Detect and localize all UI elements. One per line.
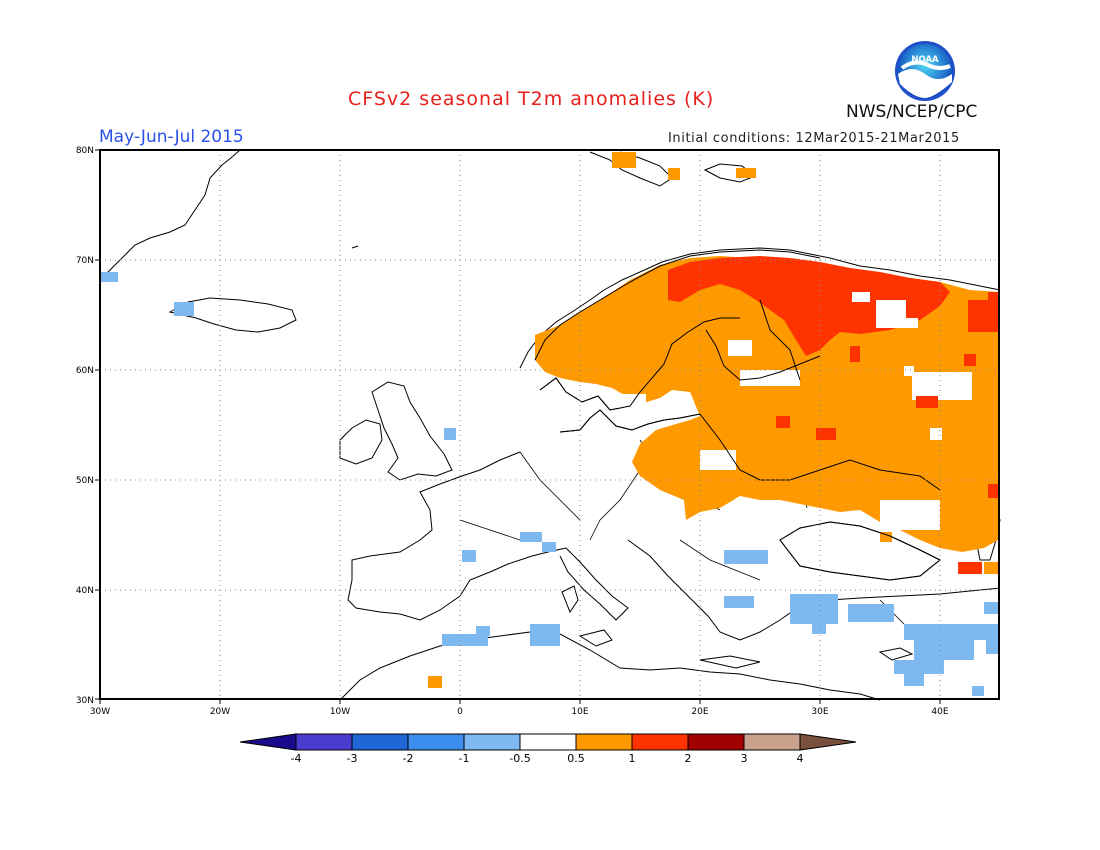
colorbar-box xyxy=(407,733,465,751)
lon-tick-label: 10W xyxy=(330,707,350,717)
colorbar-label: -1 xyxy=(459,752,470,765)
colorbar-label: 0.5 xyxy=(567,752,585,765)
lat-tick-label: 50N xyxy=(76,476,94,486)
noaa-logo: NOAA xyxy=(895,41,955,101)
colorbar-box xyxy=(687,733,745,751)
anomaly-cool--1--0.5 xyxy=(100,272,998,696)
colorbar-box xyxy=(519,733,577,751)
lat-tick-label: 30N xyxy=(76,696,94,706)
initial-conditions: Initial conditions: 12Mar2015-21Mar2015 xyxy=(668,131,960,146)
colorbar-label: 2 xyxy=(685,752,692,765)
lat-tick-label: 60N xyxy=(76,366,94,376)
colorbar-arrow-high xyxy=(799,733,857,751)
colorbar-arrow-low xyxy=(239,733,297,751)
map-frame xyxy=(99,149,1000,700)
colorbar-label: 1 xyxy=(629,752,636,765)
colorbar-box xyxy=(575,733,633,751)
lat-tick-label: 70N xyxy=(76,256,94,266)
lat-tick-labels: 30N 40N 50N 60N 70N 80N xyxy=(76,146,94,706)
lon-tick-label: 10E xyxy=(571,707,588,717)
colorbar-label: -2 xyxy=(403,752,414,765)
colorbar-label: 4 xyxy=(797,752,804,765)
lon-tick-label: 20W xyxy=(210,707,230,717)
lon-tick-label: 30E xyxy=(811,707,828,717)
colorbar-label: 3 xyxy=(741,752,748,765)
lon-tick-label: 20E xyxy=(691,707,708,717)
lon-tick-label: 30W xyxy=(90,707,110,717)
colorbar-box xyxy=(295,733,353,751)
anomaly-neutral-holes xyxy=(616,340,972,536)
colorbar-box xyxy=(463,733,521,751)
forecast-period: May-Jun-Jul 2015 xyxy=(99,127,244,147)
logo-text: NOAA xyxy=(911,55,939,65)
lon-tick-label: 0 xyxy=(457,707,463,717)
colorbar-box xyxy=(631,733,689,751)
colorbar-label: -4 xyxy=(291,752,302,765)
lon-tick-labels: 30W 20W 10W 0 10E 20E 30E 40E xyxy=(90,707,949,717)
colorbar-label: -3 xyxy=(347,752,358,765)
colorbar-box xyxy=(351,733,409,751)
lon-tick-label: 40E xyxy=(931,707,948,717)
anomaly-warm-patches xyxy=(428,152,1000,688)
lat-tick-label: 40N xyxy=(76,586,94,596)
colorbar-label: -0.5 xyxy=(509,752,530,765)
colorbar-labels: -4 -3 -2 -1 -0.5 0.5 1 2 3 4 xyxy=(291,752,804,765)
colorbar-boxes xyxy=(239,733,857,751)
organization-label: NWS/NCEP/CPC xyxy=(846,102,978,122)
colorbar-box xyxy=(743,733,801,751)
chart-title: CFSv2 seasonal T2m anomalies (K) xyxy=(348,88,715,110)
anomaly-warm-1-2 xyxy=(668,256,998,574)
lat-tick-label: 80N xyxy=(76,146,94,156)
